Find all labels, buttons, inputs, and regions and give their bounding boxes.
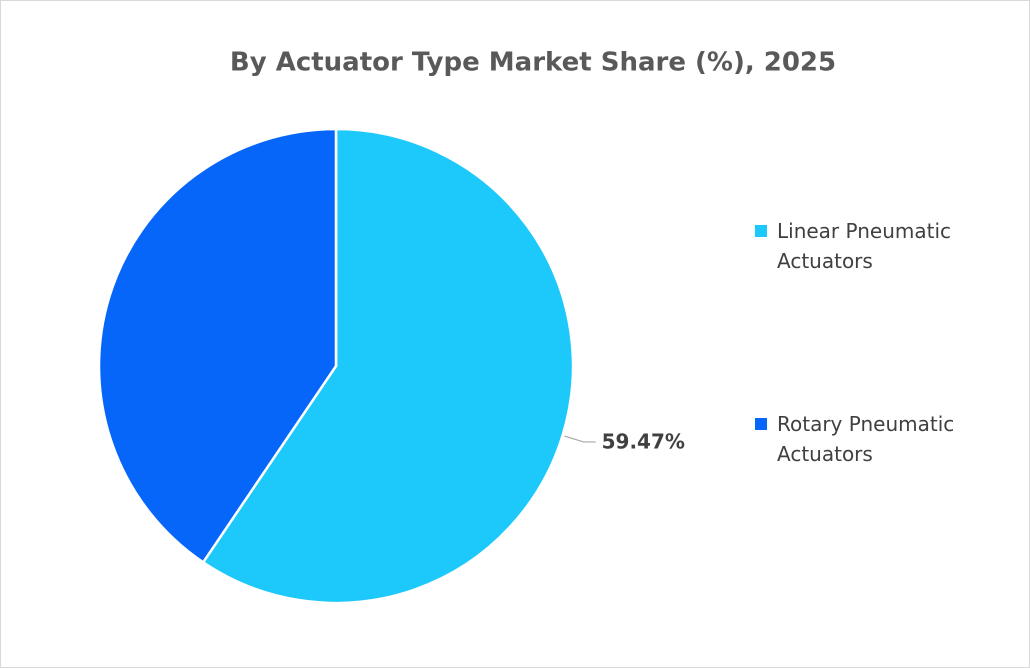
legend-swatch <box>755 418 767 430</box>
legend-item: Rotary Pneumatic Actuators <box>755 409 985 469</box>
legend-item: Linear Pneumatic Actuators <box>755 216 985 276</box>
legend-label: Rotary Pneumatic Actuators <box>777 412 955 466</box>
legend-label: Linear Pneumatic Actuators <box>777 219 952 273</box>
data-label: 59.47% <box>602 429 685 453</box>
chart-title: By Actuator Type Market Share (%), 2025 <box>230 48 836 78</box>
leader-line <box>564 435 596 443</box>
pie-slice <box>201 127 575 605</box>
pie-slice <box>97 127 338 565</box>
legend-swatch <box>755 225 767 237</box>
